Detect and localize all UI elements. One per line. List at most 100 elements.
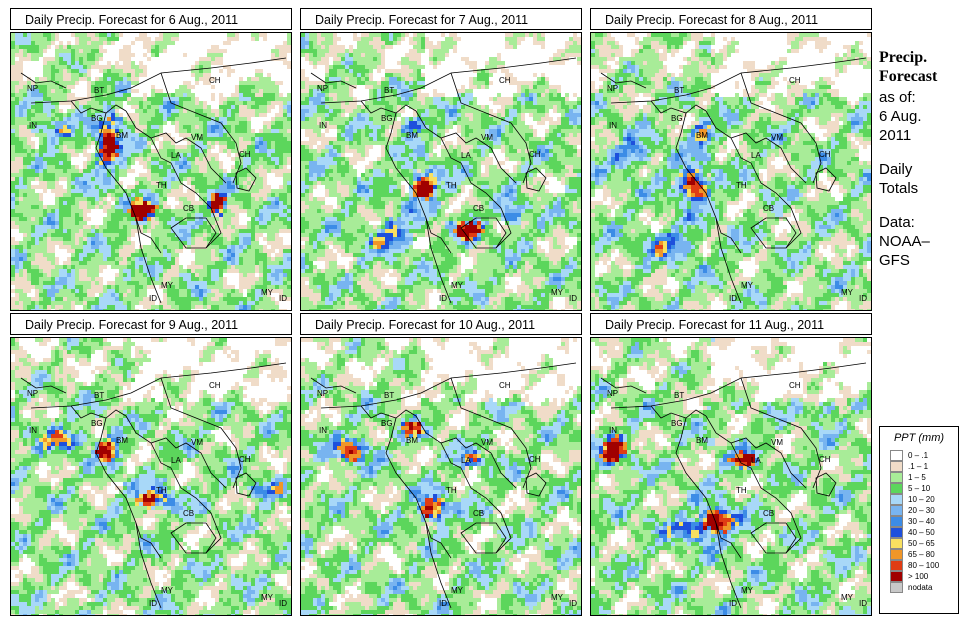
panel-title: Daily Precip. Forecast for 7 Aug., 2011 bbox=[300, 8, 582, 30]
country-label: LA bbox=[751, 456, 761, 465]
legend-label: 50 – 65 bbox=[908, 539, 935, 548]
country-label: BT bbox=[674, 86, 684, 95]
legend-label: 65 – 80 bbox=[908, 550, 935, 559]
daily-line-2: Totals bbox=[879, 179, 963, 198]
country-label: BT bbox=[94, 86, 104, 95]
country-label: MY bbox=[741, 281, 754, 290]
country-label: CH bbox=[529, 150, 541, 159]
legend-item: 20 – 30 bbox=[890, 505, 958, 516]
legend-label: .1 – 1 bbox=[908, 462, 928, 471]
country-label: TH bbox=[156, 486, 167, 495]
country-label: NP bbox=[317, 389, 328, 398]
country-label: MY bbox=[261, 593, 274, 602]
legend-label: 30 – 40 bbox=[908, 517, 935, 526]
country-label: ID bbox=[729, 599, 737, 608]
legend-label: 10 – 20 bbox=[908, 495, 935, 504]
legend-label: 5 – 10 bbox=[908, 484, 930, 493]
country-label: TH bbox=[156, 181, 167, 190]
legend-label: 1 – 5 bbox=[908, 473, 926, 482]
country-label: ID bbox=[569, 599, 577, 608]
legend-swatch bbox=[890, 505, 903, 516]
country-label: VM bbox=[191, 133, 203, 142]
precip-map: CH NP BT IN BG BM VM LA CH TH CB MY ID MY ID bbox=[300, 32, 582, 311]
precip-map: CH NP BT IN BG BM VM LA CH TH CB MY ID MY ID bbox=[300, 337, 582, 616]
panel-title: Daily Precip. Forecast for 11 Aug., 2011 bbox=[590, 313, 872, 335]
country-label: ID bbox=[279, 599, 287, 608]
precip-map: CH NP BT IN BG BM VM LA CH TH CB MY ID MY ID bbox=[10, 337, 292, 616]
heading-line-2: Forecast bbox=[879, 67, 963, 86]
country-label: BM bbox=[116, 436, 128, 445]
legend-title: PPT (mm) bbox=[880, 432, 958, 444]
country-label: VM bbox=[771, 438, 783, 447]
country-label: VM bbox=[481, 133, 493, 142]
country-label: CH bbox=[819, 150, 831, 159]
country-label: ID bbox=[439, 599, 447, 608]
country-label: ID bbox=[149, 599, 157, 608]
country-label: CB bbox=[763, 509, 774, 518]
data-line-2: NOAA– bbox=[879, 232, 963, 251]
country-label: CH bbox=[499, 381, 511, 390]
date-line-1: 6 Aug. bbox=[879, 107, 963, 126]
country-label: MY bbox=[551, 593, 564, 602]
legend-swatch bbox=[890, 483, 903, 494]
country-label: NP bbox=[27, 389, 38, 398]
legend-item: 10 – 20 bbox=[890, 494, 958, 505]
country-label: ID bbox=[859, 599, 867, 608]
legend-label: nodata bbox=[908, 583, 932, 592]
country-label: VM bbox=[771, 133, 783, 142]
country-label: IN bbox=[319, 121, 327, 130]
country-label: TH bbox=[736, 486, 747, 495]
asof-label: as of: bbox=[879, 88, 963, 107]
country-label: BM bbox=[116, 131, 128, 140]
country-label: MY bbox=[161, 281, 174, 290]
legend-swatch bbox=[890, 549, 903, 560]
country-label: LA bbox=[751, 151, 761, 160]
country-label: MY bbox=[841, 593, 854, 602]
country-label: NP bbox=[607, 84, 618, 93]
legend-swatch bbox=[890, 472, 903, 483]
legend-item: 30 – 40 bbox=[890, 516, 958, 527]
country-label: ID bbox=[729, 294, 737, 303]
ppt-legend: PPT (mm) 0 – .1 .1 – 1 1 – 5 5 – 10 10 – 20 2… bbox=[879, 426, 959, 614]
country-label: NP bbox=[317, 84, 328, 93]
precip-map: CH NP BT IN BG BM VM LA CH TH CB MY ID MY ID bbox=[590, 337, 872, 616]
country-label: BT bbox=[94, 391, 104, 400]
legend-label: 40 – 50 bbox=[908, 528, 935, 537]
panel-title: Daily Precip. Forecast for 10 Aug., 2011 bbox=[300, 313, 582, 335]
country-label: BT bbox=[384, 391, 394, 400]
country-label: MY bbox=[161, 586, 174, 595]
data-line-1: Data: bbox=[879, 213, 963, 232]
precip-map: CH NP BT IN BG BM VM LA CH TH CB MY ID MY ID bbox=[590, 32, 872, 311]
country-label: IN bbox=[319, 426, 327, 435]
country-label: MY bbox=[451, 586, 464, 595]
legend-item: 1 – 5 bbox=[890, 472, 958, 483]
country-label: TH bbox=[736, 181, 747, 190]
country-label: BG bbox=[91, 419, 103, 428]
sidebar-info: Precip. Forecast as of: 6 Aug. 2011 Dail… bbox=[879, 48, 963, 270]
country-label: NP bbox=[27, 84, 38, 93]
country-label: CB bbox=[183, 204, 194, 213]
country-label: CB bbox=[473, 509, 484, 518]
panel-title: Daily Precip. Forecast for 9 Aug., 2011 bbox=[10, 313, 292, 335]
country-label: CB bbox=[473, 204, 484, 213]
country-label: MY bbox=[841, 288, 854, 297]
country-label: MY bbox=[551, 288, 564, 297]
legend-item: 80 – 100 bbox=[890, 560, 958, 571]
country-label: BT bbox=[674, 391, 684, 400]
data-line-3: GFS bbox=[879, 251, 963, 270]
legend-swatch bbox=[890, 560, 903, 571]
legend-label: 0 – .1 bbox=[908, 451, 928, 460]
country-label: LA bbox=[171, 456, 181, 465]
country-label: NP bbox=[607, 389, 618, 398]
legend-swatch bbox=[890, 571, 903, 582]
country-label: CH bbox=[499, 76, 511, 85]
country-label: CH bbox=[209, 381, 221, 390]
legend-item: 40 – 50 bbox=[890, 527, 958, 538]
legend-swatch bbox=[890, 582, 903, 593]
legend-item: 50 – 65 bbox=[890, 538, 958, 549]
legend-item: 5 – 10 bbox=[890, 483, 958, 494]
daily-line-1: Daily bbox=[879, 160, 963, 179]
country-label: CH bbox=[789, 381, 801, 390]
country-label: LA bbox=[171, 151, 181, 160]
country-label: ID bbox=[439, 294, 447, 303]
